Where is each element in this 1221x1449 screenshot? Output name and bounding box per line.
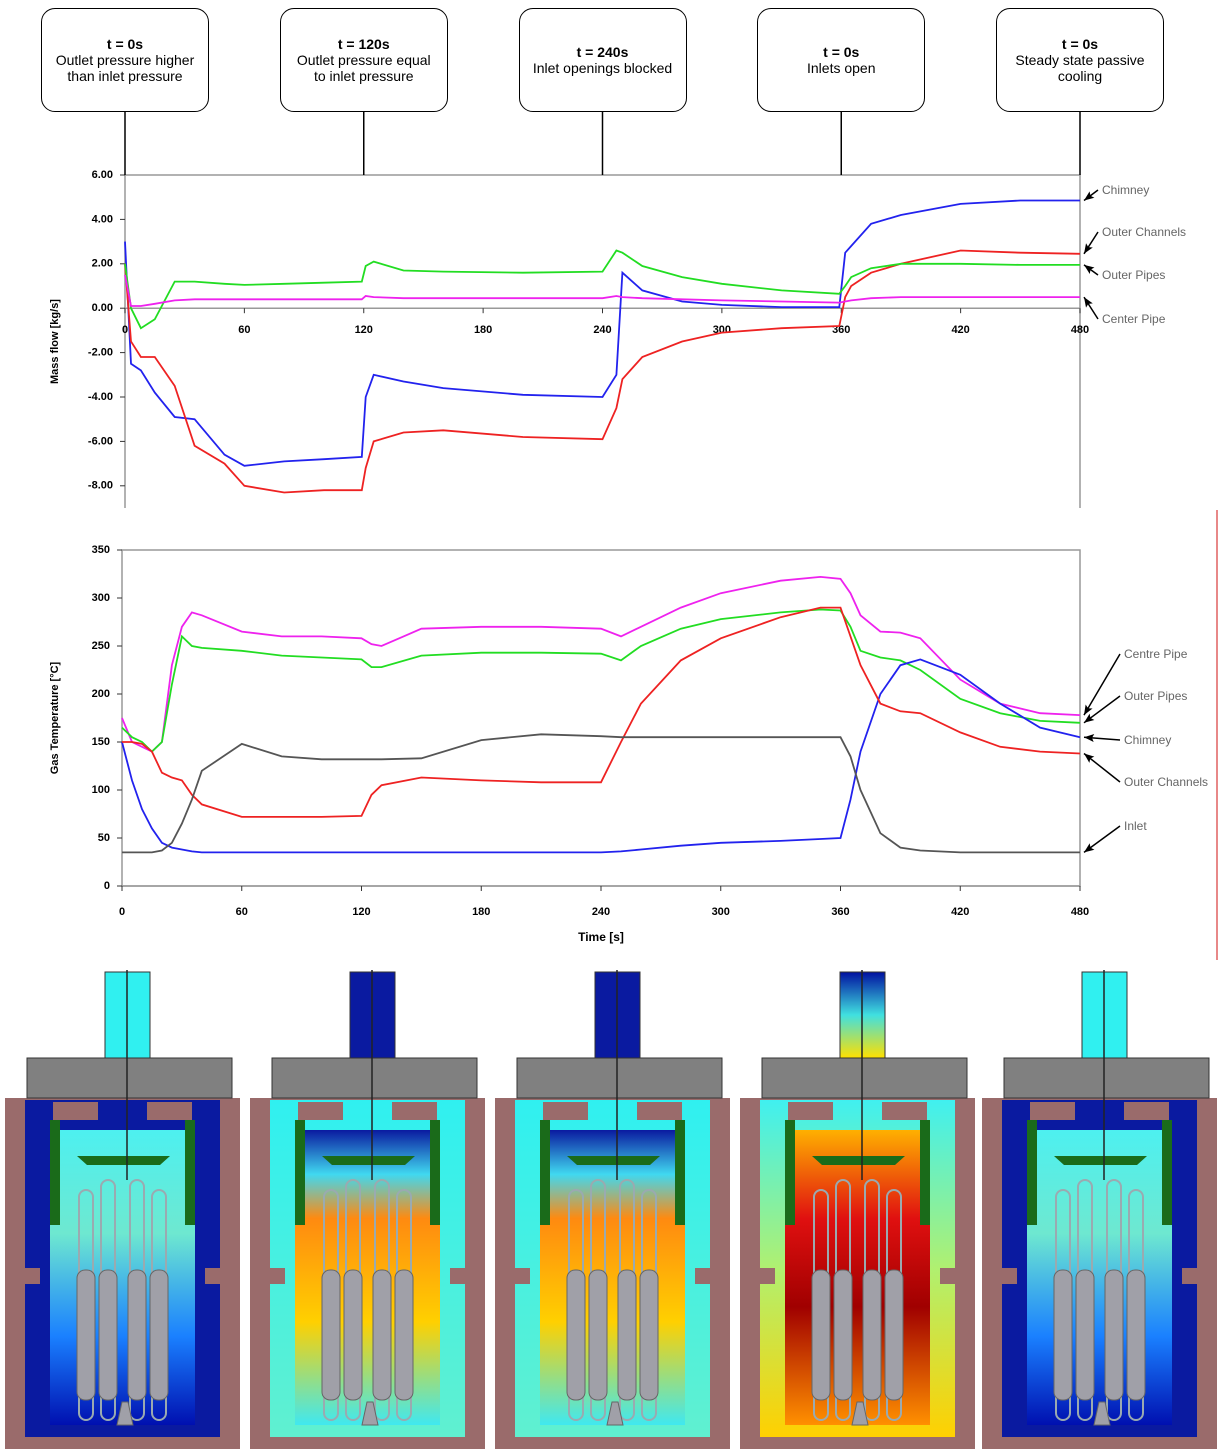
y-tick-label: -8.00 <box>88 480 113 492</box>
legend-label: Outer Channels <box>1102 225 1187 239</box>
x-tick-label: 120 <box>355 324 373 336</box>
cfd-panel <box>5 970 240 1449</box>
y-tick-label: 200 <box>92 688 110 700</box>
cfd-panel <box>495 970 730 1449</box>
y-tick-label: -2.00 <box>88 347 113 359</box>
series-line <box>122 606 1081 818</box>
arrow-head <box>1084 191 1095 201</box>
y-tick-label: 4.00 <box>92 213 113 225</box>
y-tick-label: 100 <box>92 784 110 796</box>
x-tick-label: 360 <box>832 324 850 336</box>
x-tick-label: 180 <box>472 906 490 918</box>
plot-frame <box>121 549 1081 887</box>
series-line <box>121 658 1081 854</box>
y-tick-label: 150 <box>92 736 110 748</box>
plot-frame <box>124 174 1081 508</box>
y-tick-label: -4.00 <box>88 391 113 403</box>
x-axis-label: Time [s] <box>578 930 624 944</box>
series-line <box>124 249 1081 494</box>
arrow-head <box>1084 713 1095 723</box>
arrow-head <box>1083 843 1095 853</box>
legend-label: Outer Pipes <box>1124 689 1188 703</box>
cfd-panel <box>982 970 1217 1449</box>
x-tick-label: 0 <box>119 906 125 918</box>
y-tick-label: 350 <box>92 544 110 556</box>
callout-text: Inlet openings blocked <box>532 60 673 76</box>
y-tick-label: 300 <box>92 592 110 604</box>
callout-title: t = 0s <box>1061 36 1099 52</box>
callout-box: t = 240s Inlet openings blocked <box>518 8 687 112</box>
y-tick-label: 250 <box>92 640 110 652</box>
arrow-head <box>1084 753 1095 763</box>
callout-box: t = 0s Inlets open <box>757 8 926 112</box>
series-line <box>121 575 1081 753</box>
x-tick-label: 0 <box>122 324 128 336</box>
x-tick-label: 420 <box>951 324 969 336</box>
legend-label: Centre Pipe <box>1124 647 1188 661</box>
y-tick-label: 50 <box>98 832 110 844</box>
series-line <box>124 274 1080 307</box>
x-tick-label: 60 <box>238 324 250 336</box>
legend-label: Chimney <box>1102 183 1150 197</box>
y-tick-label: 2.00 <box>92 258 113 270</box>
series-line <box>122 733 1080 854</box>
x-tick-label: 240 <box>592 906 610 918</box>
x-tick-label: 120 <box>352 906 370 918</box>
callout-text: Inlets open <box>807 60 876 76</box>
y-tick-label: 0 <box>104 880 110 892</box>
x-tick-label: 480 <box>1071 906 1089 918</box>
callout-box: t = 0s Outlet pressure higher than inlet … <box>41 8 209 112</box>
callout-title: t = 0s <box>823 44 860 60</box>
y-axis-label: Mass flow [kg/s] <box>49 299 61 384</box>
cfd-panel <box>250 970 485 1449</box>
series-line <box>124 199 1080 467</box>
arrow-head <box>1084 733 1095 742</box>
callout-title: t = 0s <box>106 36 144 52</box>
x-tick-label: 360 <box>831 906 849 918</box>
callout-box: t = 0s Steady state passive cooling <box>996 8 1164 112</box>
callout-title: t = 240s <box>576 44 629 60</box>
series-line <box>124 249 1080 330</box>
arrow-head <box>1084 704 1093 716</box>
callout-text: Outlet pressure higher than inlet pressu… <box>55 52 195 84</box>
callout-text: Outlet pressure equal to inlet pressure <box>296 52 431 84</box>
x-tick-label: 60 <box>236 906 248 918</box>
x-tick-label: 180 <box>474 324 492 336</box>
series-line <box>121 608 1081 753</box>
legend-label: Center Pipe <box>1102 312 1166 326</box>
x-tick-label: 300 <box>712 906 730 918</box>
arrow-head <box>1084 264 1095 275</box>
callout-box: t = 120s Outlet pressure equal to inlet p… <box>279 8 448 112</box>
callout-title: t = 120s <box>337 36 390 52</box>
x-tick-label: 420 <box>951 906 969 918</box>
legend-arrow <box>1083 653 1121 716</box>
x-tick-label: 240 <box>593 324 611 336</box>
legend-label: Chimney <box>1124 733 1172 747</box>
cfd-panel <box>740 970 975 1449</box>
callout-text: Steady state passive cooling <box>1015 52 1145 84</box>
legend-label: Outer Channels <box>1124 775 1209 789</box>
legend-label: Inlet <box>1124 819 1147 833</box>
x-tick-label: 480 <box>1071 324 1089 336</box>
arrow-head <box>1084 297 1093 308</box>
y-axis-label: Gas Temperature [°C] <box>49 661 61 774</box>
y-tick-label: 6.00 <box>92 169 113 181</box>
y-tick-label: -6.00 <box>88 435 113 447</box>
legend-label: Outer Pipes <box>1102 268 1166 282</box>
arrow-head <box>1084 243 1093 254</box>
y-tick-label: 0.00 <box>92 302 113 314</box>
